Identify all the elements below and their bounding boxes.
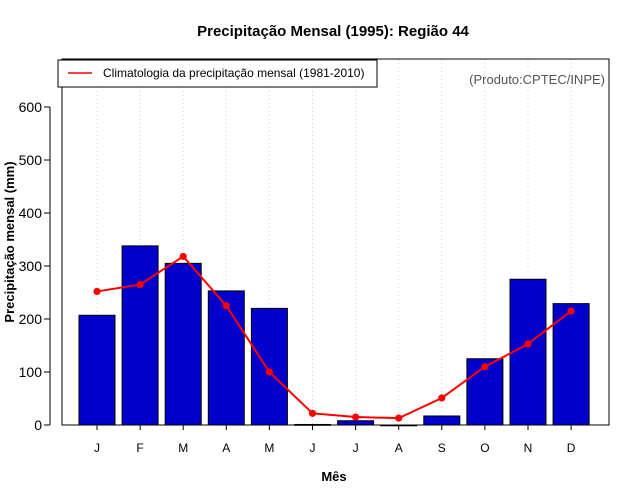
legend-entry-climatology: Climatologia da precipitação mensal (198… (103, 66, 364, 80)
bar-1 (78, 314, 116, 426)
bar-7 (337, 420, 375, 426)
x-tick-label-5: M (264, 441, 274, 455)
x-tick-label-2: F (136, 441, 143, 455)
x-tick-label-3: M (178, 441, 188, 455)
x-tick-label-9: S (438, 441, 446, 455)
climatology-point-4 (222, 302, 230, 310)
y-tick-label-400: 400 (19, 205, 43, 221)
plot-frame (61, 58, 610, 426)
bar-4 (207, 290, 245, 426)
y-tick-label-100: 100 (19, 364, 43, 380)
climatology-point-2 (136, 280, 144, 289)
y-tick-label-0: 0 (34, 417, 42, 433)
climatology-point-7 (352, 413, 360, 421)
x-tick-label-6: J (310, 441, 316, 455)
climatology-point-10 (481, 363, 489, 371)
climatology-point-9 (438, 394, 446, 402)
legend-box (57, 59, 378, 88)
x-tick-label-8: A (395, 441, 403, 455)
x-tick-label-7: J (353, 441, 359, 455)
y-axis-label: Precipitação mensal (mm) (2, 161, 17, 322)
x-tick-label-10: O (480, 441, 489, 455)
bar-3 (164, 262, 202, 426)
y-axis: 0 100 200 300 400 500 600 (19, 99, 51, 433)
bar-2 (121, 245, 159, 426)
chart-title: Precipitação Mensal (1995): Região 44 (197, 23, 469, 40)
bar-11 (509, 278, 547, 426)
y-tick-label-600: 600 (19, 99, 43, 115)
x-tick-label-4: A (222, 441, 230, 455)
climatology-point-5 (265, 368, 273, 376)
legend: Climatologia da precipitação mensal (198… (57, 59, 378, 88)
y-tick-label-500: 500 (19, 152, 43, 168)
bar-5 (250, 307, 288, 426)
climatology-line-series (93, 252, 575, 422)
credit-annotation: (Produto:CPTEC/INPE) (469, 72, 605, 87)
climatology-point-3 (179, 252, 187, 261)
climatology-point-8 (395, 414, 403, 422)
x-tick-label-11: N (524, 441, 533, 455)
y-tick-label-200: 200 (19, 311, 43, 327)
x-tick-label-1: J (94, 441, 100, 455)
climatology-point-12 (567, 307, 575, 315)
climatology-point-6 (308, 409, 317, 417)
climatology-point-1 (93, 287, 101, 296)
y-tick-label-300: 300 (19, 258, 43, 274)
x-tick-label-12: D (567, 441, 576, 455)
climatology-line (96, 255, 572, 420)
climatology-point-11 (524, 340, 532, 348)
x-axis-label: Mês (321, 469, 346, 484)
bar-9 (423, 415, 461, 426)
